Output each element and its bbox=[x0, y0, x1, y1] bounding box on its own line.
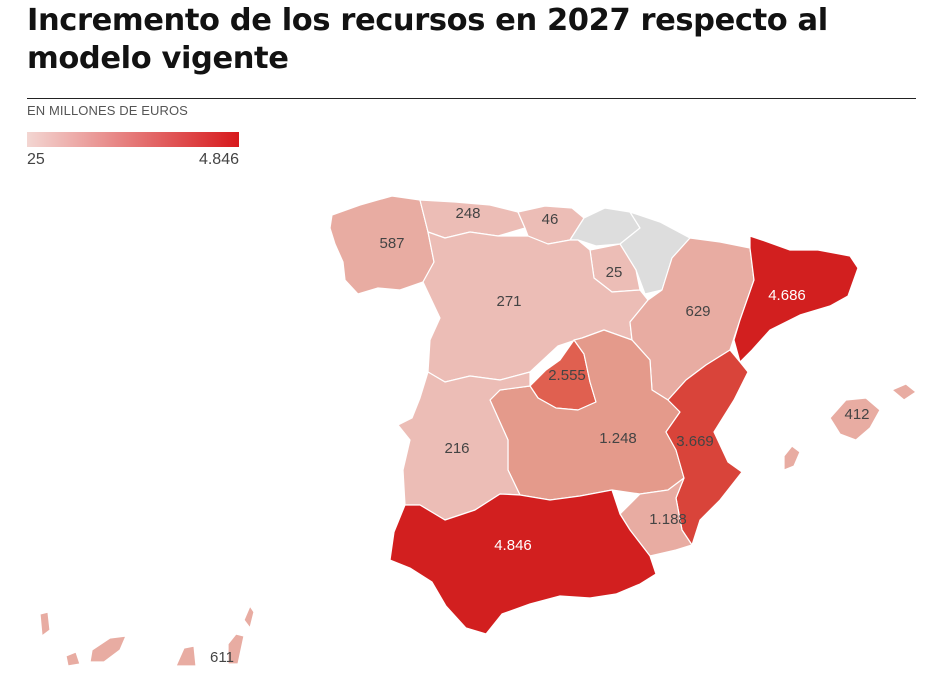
label-madrid: 2.555 bbox=[548, 367, 586, 384]
region-canarias-4[interactable] bbox=[175, 645, 197, 667]
label-navarra: 25 bbox=[606, 264, 623, 281]
label-galicia: 587 bbox=[379, 235, 404, 252]
region-canarias-1[interactable] bbox=[39, 611, 51, 637]
label-valencia: 3.669 bbox=[676, 433, 714, 450]
region-navarra-foral[interactable] bbox=[619, 211, 691, 295]
region-murcia[interactable] bbox=[619, 477, 693, 557]
region-baleares-menorca[interactable] bbox=[891, 383, 917, 401]
legend-min-label: 25 bbox=[27, 151, 45, 168]
chart-title: Incremento de los recursos en 2027 respe… bbox=[27, 3, 828, 76]
region-canarias-3[interactable] bbox=[89, 635, 127, 663]
label-asturias: 248 bbox=[455, 205, 480, 222]
region-baleares-mallorca[interactable] bbox=[829, 397, 881, 441]
units-subtitle: EN MILLONES DE EUROS bbox=[27, 103, 188, 118]
region-canarias-2[interactable] bbox=[65, 651, 81, 667]
region-cataluna[interactable] bbox=[733, 235, 859, 363]
region-canarias-6[interactable] bbox=[243, 605, 255, 629]
label-cataluna: 4.686 bbox=[768, 287, 806, 304]
label-extremadura: 216 bbox=[444, 440, 469, 457]
label-cantabria: 46 bbox=[542, 211, 559, 228]
label-canarias: 611 bbox=[210, 649, 234, 666]
region-baleares-ibiza[interactable] bbox=[783, 445, 801, 471]
label-murcia: 1.188 bbox=[649, 511, 687, 528]
legend-max-label: 4.846 bbox=[198, 151, 239, 168]
label-castilla-leon: 271 bbox=[496, 293, 521, 310]
label-andalucia: 4.846 bbox=[494, 537, 532, 554]
label-castilla-la-mancha: 1.248 bbox=[599, 430, 637, 447]
label-aragon: 629 bbox=[685, 303, 710, 320]
region-galicia[interactable] bbox=[329, 195, 435, 295]
region-andalucia[interactable] bbox=[389, 489, 657, 635]
label-baleares: 412 bbox=[844, 406, 869, 423]
region-canarias-5[interactable] bbox=[227, 633, 245, 665]
title-divider bbox=[27, 98, 916, 99]
legend-gradient-bar bbox=[27, 132, 239, 147]
